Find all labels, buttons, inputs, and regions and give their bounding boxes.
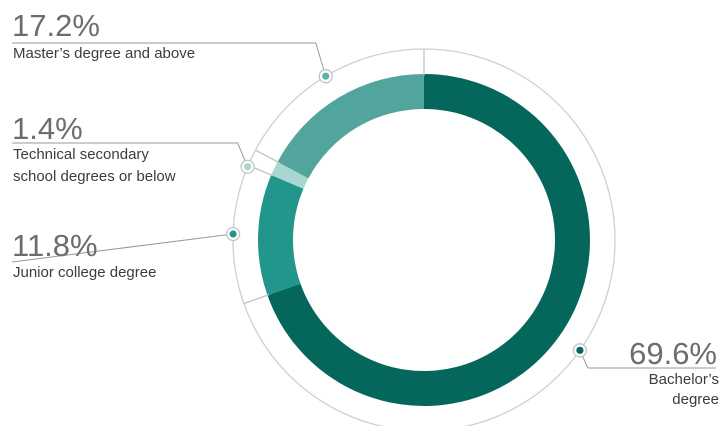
marker-dot-junior-college xyxy=(229,230,237,238)
value-label-masters: 17.2% xyxy=(12,8,100,43)
slice-divider xyxy=(243,294,270,305)
category-label-junior-college: Junior college degree xyxy=(13,264,157,281)
category-label-bachelors-line2: degree xyxy=(672,391,719,408)
marker-dot-technical xyxy=(244,163,252,171)
marker-dot-masters xyxy=(322,72,330,80)
donut-slice-technical xyxy=(271,161,309,189)
category-label-technical-line2: school degrees or below xyxy=(13,168,176,185)
donut-slice-masters xyxy=(277,74,424,179)
slice-divider xyxy=(255,149,280,164)
category-label-masters: Master’s degree and above xyxy=(13,45,196,62)
leader-line-technical xyxy=(12,142,249,167)
value-label-technical: 1.4% xyxy=(12,111,83,146)
marker-dot-bachelors xyxy=(576,346,584,354)
category-label-bachelors-line1: Bachelor’s xyxy=(648,371,719,388)
donut-slice-junior-college xyxy=(258,175,304,296)
value-label-junior-college: 11.8% xyxy=(12,228,98,263)
value-label-bachelors: 69.6% xyxy=(629,336,717,371)
leader-line-masters xyxy=(12,42,327,77)
category-label-technical-line1: Technical secondary xyxy=(13,146,149,163)
leader-line-junior-college xyxy=(11,233,234,263)
